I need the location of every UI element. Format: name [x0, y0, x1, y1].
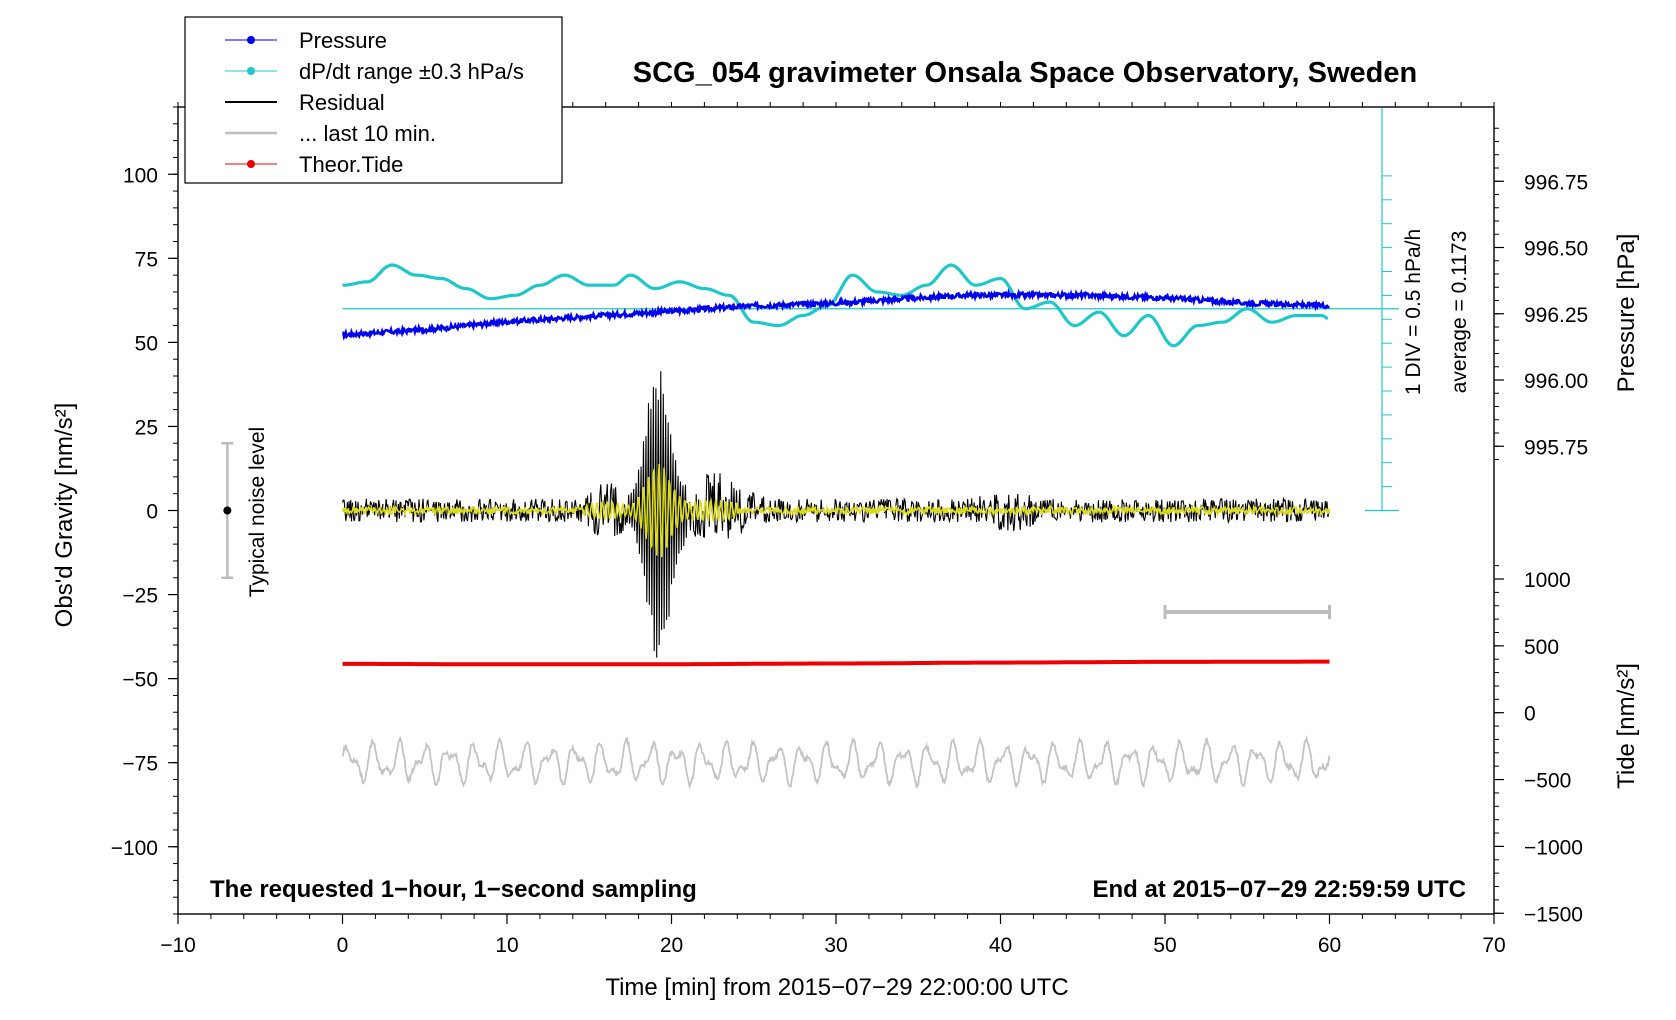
x-tick-label: 20 [660, 934, 683, 957]
y-tick-label: 75 [135, 248, 158, 271]
legend-item-last10: ... last 10 min. [225, 121, 436, 146]
legend-item-dpdt: dP/dt range ±0.3 hPa/s [225, 59, 524, 84]
legend-item-pressure: Pressure [225, 28, 387, 53]
y-tick-label: −50 [122, 669, 158, 692]
pressure-tick-label: 996.25 [1524, 304, 1588, 327]
x-tick-label: 10 [495, 934, 518, 957]
dpdt-average-label: average = 0.1173 [1448, 231, 1471, 394]
axes-layer: −10 0 10 20 30 40 50 60 701007550250−25−50−75−10… [111, 102, 1588, 957]
x-tick-label: 30 [824, 934, 847, 957]
tide-tick-label: −1500 [1524, 903, 1583, 926]
y-tick-label: −100 [111, 837, 158, 860]
legend-label-pressure: Pressure [299, 28, 387, 53]
x-tick-label: −10 [160, 934, 196, 957]
x-tick-label: 0 [337, 934, 349, 957]
annotation-end-time: End at 2015−07−29 22:59:59 UTC [1092, 876, 1466, 903]
noise-level-label: Typical noise level [246, 427, 269, 597]
dpdt-scale-label: 1 DIV = 0.5 hPa/h [1402, 229, 1425, 395]
x-axis-label: Time [min] from 2015−07−29 22:00:00 UTC [605, 974, 1068, 1001]
pressure-tick-label: 996.75 [1524, 171, 1588, 194]
y-tick-label: 50 [135, 332, 158, 355]
y-tick-label: −75 [122, 753, 158, 776]
y-tick-label: −25 [122, 585, 158, 608]
y-tick-label: 100 [123, 164, 158, 187]
series-theoretical-tide [342, 659, 1330, 667]
y-axis-label-left: Obs'd Gravity [nm/s²] [51, 403, 78, 628]
series-last10 [341, 734, 1331, 790]
x-tick-label: 60 [1318, 934, 1341, 957]
legend-label-tide: Theor.Tide [299, 152, 403, 177]
legend-box [184, 16, 563, 184]
tide-tick-label: −500 [1524, 770, 1571, 793]
pressure-tick-label: 996.00 [1524, 370, 1588, 393]
noise-bar-center [223, 506, 232, 515]
chart-title: SCG_054 gravimeter Onsala Space Observat… [633, 57, 1417, 89]
series-pressure [342, 288, 1330, 341]
tide-tick-label: 500 [1524, 636, 1559, 659]
y-axis-label-pressure: Pressure [hPa] [1613, 234, 1640, 393]
pressure-tick-label: 996.50 [1524, 238, 1588, 261]
y-axis-label-tide: Tide [nm/s²] [1613, 663, 1640, 789]
legend-label-residual: Residual [299, 90, 385, 115]
series-layer [221, 107, 1399, 790]
legend-item-tide: Theor.Tide [225, 152, 403, 177]
legend-label-last10: ... last 10 min. [299, 121, 436, 146]
legend: Pressure dP/dt range ±0.3 hPa/s Residual… [184, 16, 563, 184]
series-dpdt [342, 263, 1329, 348]
legend-item-residual: Residual [225, 90, 385, 115]
tide-tick-label: 0 [1524, 703, 1536, 726]
x-tick-label: 50 [1153, 934, 1176, 957]
tide-tick-label: 1000 [1524, 569, 1571, 592]
legend-label-dpdt: dP/dt range ±0.3 hPa/s [299, 59, 524, 84]
y-tick-label: 25 [135, 416, 158, 439]
tide-tick-label: −1000 [1524, 836, 1583, 859]
annotation-sampling: The requested 1−hour, 1−second sampling [210, 876, 697, 903]
series-residual-filtered [341, 463, 1331, 558]
y-tick-label: 0 [146, 501, 158, 524]
pressure-tick-label: 995.75 [1524, 436, 1588, 459]
x-tick-label: 40 [989, 934, 1012, 957]
x-tick-label: 70 [1482, 934, 1505, 957]
